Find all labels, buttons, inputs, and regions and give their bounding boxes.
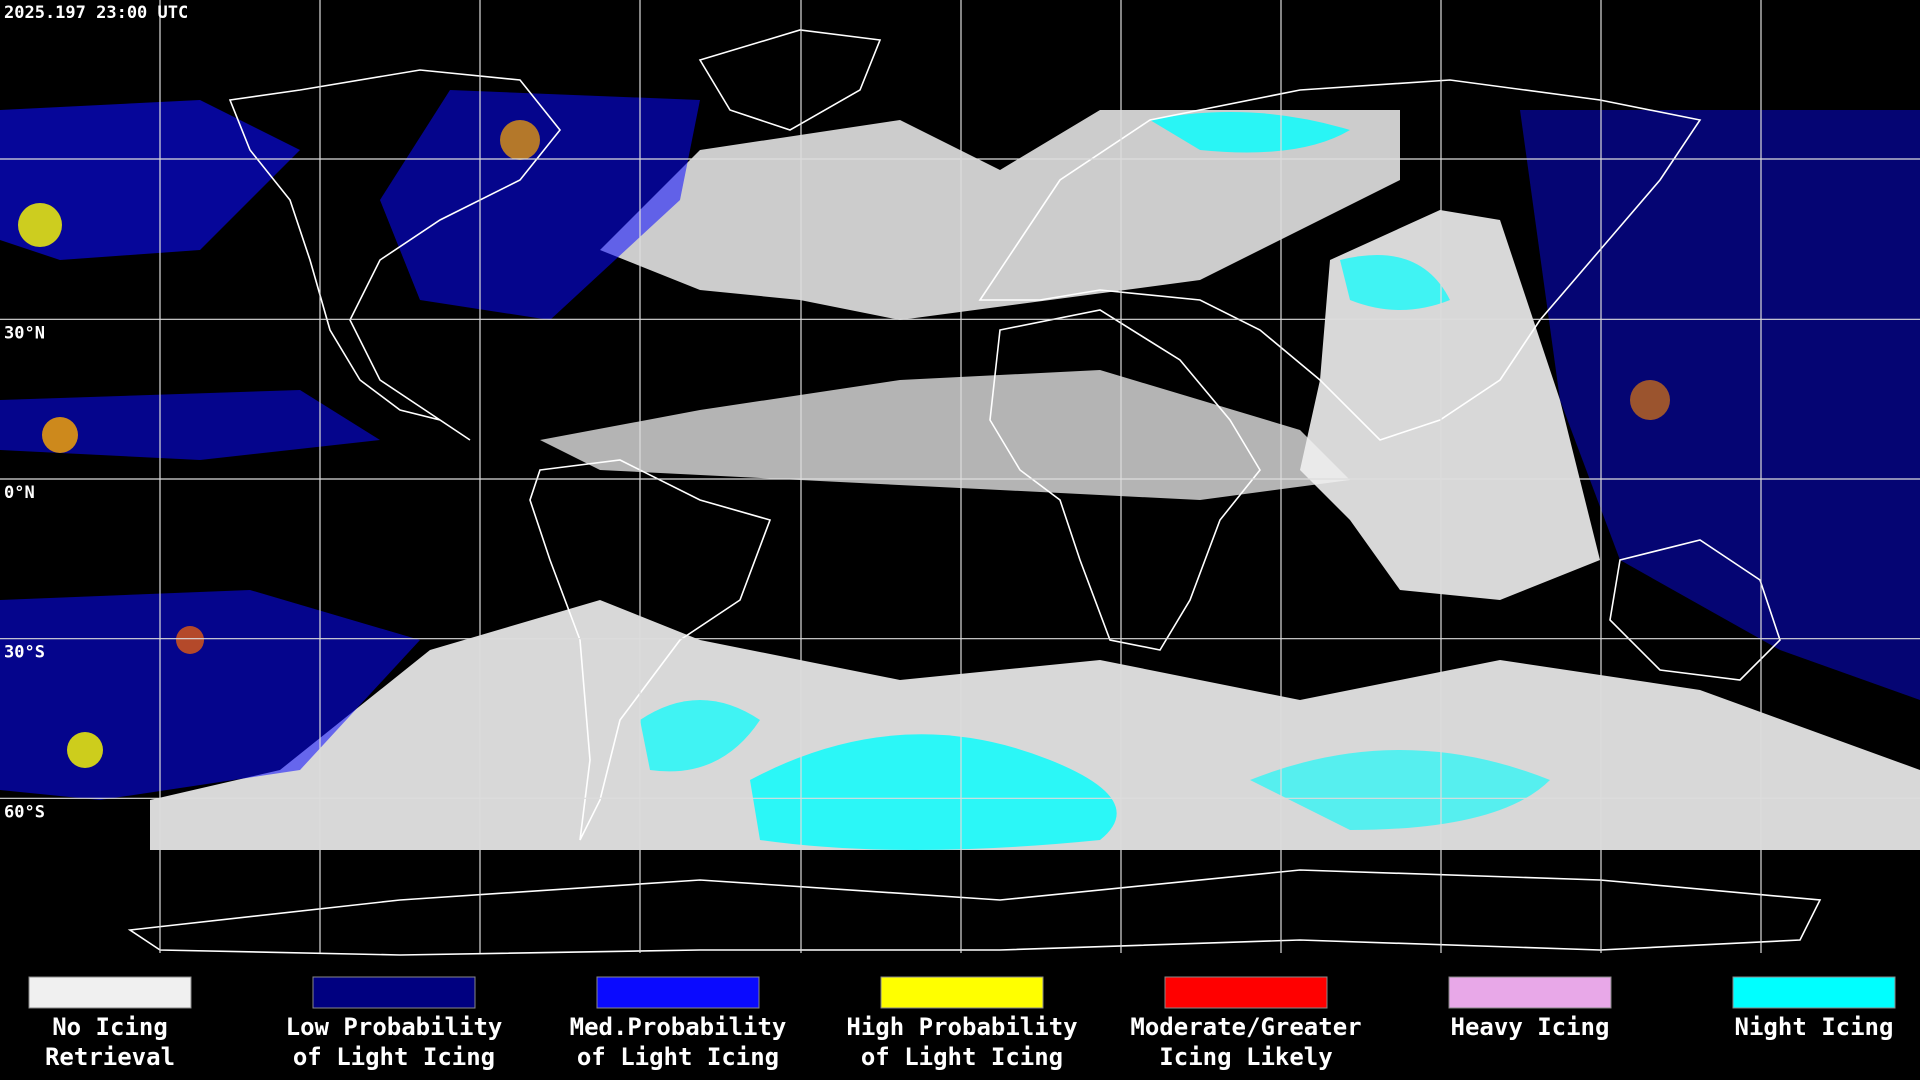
legend-label: No Icing — [52, 1013, 168, 1041]
cloud-area — [1340, 255, 1450, 310]
cloud-area — [1630, 380, 1670, 420]
legend-label: Low Probability — [286, 1013, 503, 1041]
cloud-area — [540, 370, 1350, 500]
cloud-area — [176, 626, 204, 654]
legend-label: Icing Likely — [1159, 1043, 1332, 1071]
cloud-area — [1520, 110, 1920, 700]
timestamp: 2025.197 23:00 UTC — [4, 3, 188, 23]
latitude-label: 30°S — [4, 643, 45, 663]
cloud-area — [18, 203, 62, 247]
cloud-area — [0, 100, 300, 260]
legend-label: Night Icing — [1735, 1013, 1894, 1041]
legend-swatch — [1164, 976, 1328, 1009]
cloud-fields — [0, 90, 1920, 850]
cloud-area — [500, 120, 540, 160]
legend-swatch — [596, 976, 760, 1009]
legend-label: Moderate/Greater — [1130, 1013, 1361, 1041]
latitude-label: 60°S — [4, 802, 45, 822]
legend-label: of Light Icing — [577, 1043, 779, 1071]
legend-label: High Probability — [846, 1013, 1077, 1041]
coastline — [529, 459, 772, 841]
coastline — [698, 29, 882, 131]
cloud-area — [0, 390, 380, 460]
cloud-area — [600, 110, 1400, 320]
coastline — [978, 79, 1702, 441]
cloud-area — [0, 590, 420, 800]
legend-swatch — [312, 976, 476, 1009]
legend-label: of Light Icing — [861, 1043, 1063, 1071]
latitude-label: 30°N — [4, 323, 45, 343]
legend-label: Retrieval — [45, 1043, 175, 1071]
legend-swatch — [1732, 976, 1896, 1009]
cloud-area — [42, 417, 78, 453]
cloud-area — [1250, 750, 1550, 830]
coastline — [989, 309, 1261, 651]
legend-swatch — [880, 976, 1044, 1009]
cloud-area — [750, 734, 1117, 850]
legend-label: Heavy Icing — [1451, 1013, 1610, 1041]
legend-swatch — [28, 976, 192, 1009]
cloud-area — [380, 90, 700, 320]
legend-label: Med.Probability — [570, 1013, 787, 1041]
graticule — [0, 0, 1920, 953]
cloud-area — [1150, 112, 1350, 153]
coastlines — [127, 29, 1822, 956]
coastline — [228, 69, 562, 441]
legend-swatch — [1448, 976, 1612, 1009]
latitude-label: 0°N — [4, 483, 35, 503]
cloud-area — [67, 732, 103, 768]
coastline — [1609, 539, 1781, 681]
legend-label: of Light Icing — [293, 1043, 495, 1071]
cloud-area — [640, 700, 760, 772]
coastline — [127, 869, 1822, 956]
